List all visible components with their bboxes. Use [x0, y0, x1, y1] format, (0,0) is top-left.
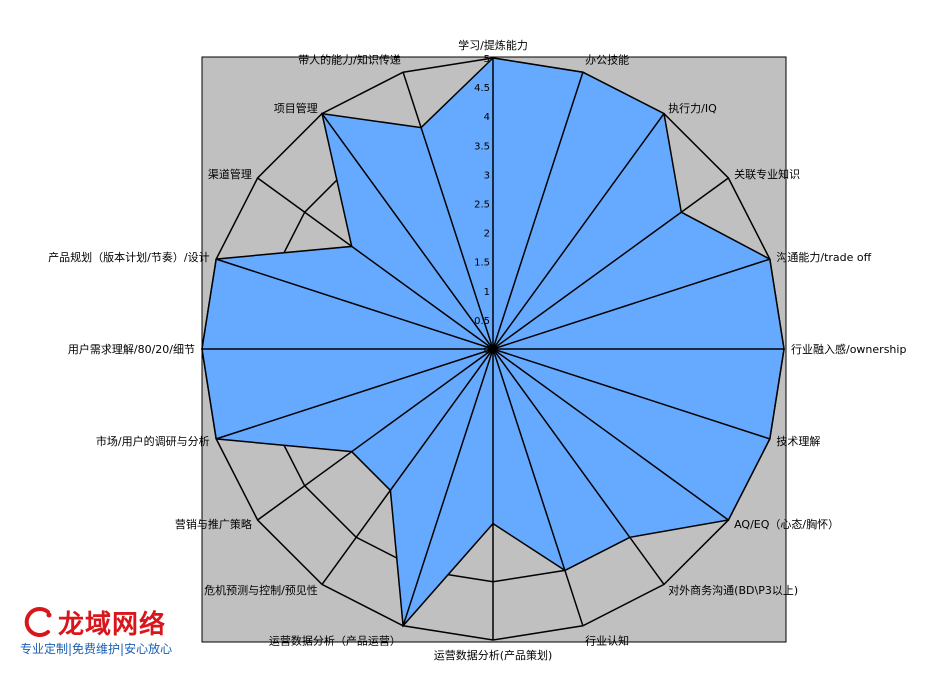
tick-label-4: 2: [484, 229, 490, 240]
radial-tick-labels: 0 0.5 1 1.5 2 2.5 3 3.5 4 4.5 5: [474, 54, 490, 356]
axis-spoke-11: [402, 348, 494, 627]
axis-label-19: 带人的能力/知识传递: [298, 53, 401, 67]
watermark-tagline: 专业定制|免费维护|安心放心: [20, 642, 173, 656]
axis-spoke-16: [215, 258, 494, 350]
axis-spoke-9: [492, 348, 584, 627]
axis-spoke-12: [321, 348, 494, 585]
axis-label-4: 沟通能力/trade off: [776, 250, 871, 264]
axis-label-15: 用户需求理解/80/20/细节: [68, 342, 195, 356]
axis-spoke-17: [257, 177, 494, 350]
axis-label-13: 营销与推广策略: [175, 517, 252, 531]
axis-label-5: 行业融入感/ownership: [791, 343, 906, 356]
axis-spoke-13: [257, 348, 494, 521]
tick-label-2: 1: [484, 287, 490, 298]
axis-spoke-7: [492, 348, 729, 521]
axis-spoke-6: [492, 348, 771, 440]
tick-label-10: 5: [484, 54, 490, 65]
watermark: 龙域网络 专业定制|免费维护|安心放心: [20, 604, 200, 674]
axis-spoke-18: [321, 113, 494, 350]
axis-spoke-4: [492, 258, 771, 350]
tick-label-1: 0.5: [474, 316, 490, 327]
watermark-brand: 龙域网络: [58, 610, 167, 640]
axis-label-7: AQ/EQ（心态/胸怀）: [734, 517, 839, 531]
axis-label-10: 运营数据分析(产品策划): [434, 648, 553, 662]
axis-label-3: 关联专业知识: [734, 167, 800, 181]
axis-label-16: 产品规划（版本计划/节奏）/设计: [48, 250, 209, 264]
axis-spoke-8: [492, 348, 665, 585]
axis-label-12: 危机预测与控制/预见性: [204, 583, 318, 597]
axis-label-2: 执行力/IQ: [668, 101, 717, 115]
axis-spoke-19: [402, 71, 494, 350]
tick-label-3: 1.5: [474, 258, 490, 269]
dragon-c-logo-icon: [24, 607, 52, 637]
axis-spokes: [202, 58, 784, 640]
tick-label-8: 4: [484, 112, 490, 123]
axis-label-14: 市场/用户的调研与分析: [96, 434, 210, 448]
tick-label-6: 3: [484, 170, 490, 181]
axis-label-1: 办公技能: [585, 53, 629, 67]
axis-label-17: 渠道管理: [208, 167, 252, 181]
tick-label-5: 2.5: [474, 200, 490, 211]
axis-label-11: 运营数据分析（产品运营）: [269, 633, 401, 647]
axis-spoke-2: [492, 113, 665, 350]
tick-label-7: 3.5: [474, 141, 490, 152]
tick-label-0: 0: [484, 345, 490, 356]
axis-label-0: 学习/提炼能力: [458, 38, 528, 52]
axis-spoke-1: [492, 71, 584, 350]
axis-spoke-14: [215, 348, 494, 440]
axis-label-18: 项目管理: [274, 101, 318, 115]
axis-label-8: 对外商务沟通(BD\P3以上): [668, 583, 798, 597]
axis-label-9: 行业认知: [585, 633, 629, 647]
tick-label-9: 4.5: [474, 83, 490, 94]
axis-spoke-3: [492, 177, 729, 350]
axis-label-6: 技术理解: [776, 434, 820, 448]
